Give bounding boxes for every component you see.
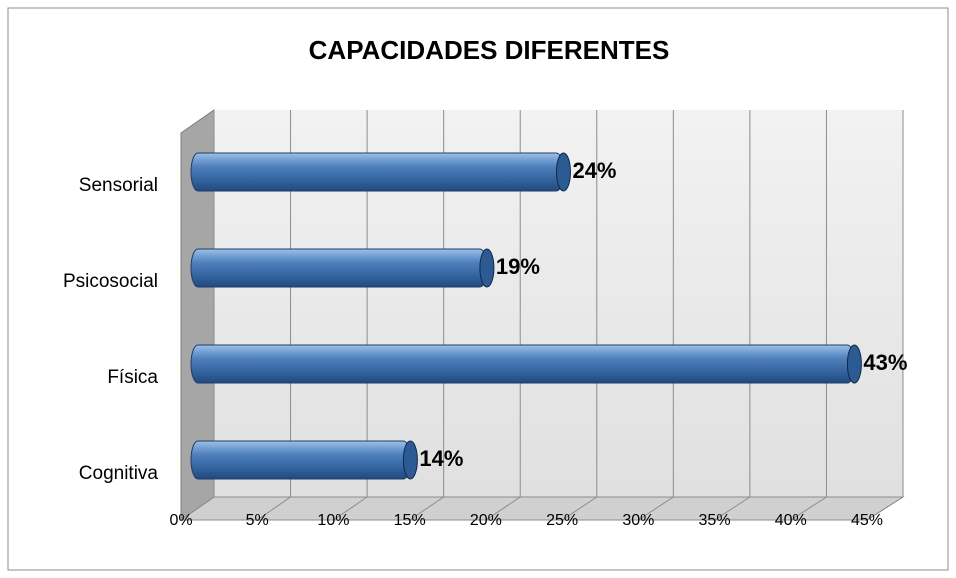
floor-grid-line <box>714 496 751 521</box>
y-tick-label: Física <box>107 367 158 388</box>
y-tick-label: Cognitiva <box>79 463 159 484</box>
bar <box>190 248 488 288</box>
x-tick-label: 40% <box>775 512 807 529</box>
bar <box>190 152 564 192</box>
floor-grid-line <box>638 496 674 521</box>
chart-title: CAPACIDADES DIFERENTES <box>309 35 670 65</box>
data-label: 14% <box>419 446 463 471</box>
data-label: 43% <box>863 350 907 375</box>
x-tick-label: 0% <box>169 512 192 529</box>
back-wall <box>214 110 903 497</box>
data-label: 24% <box>572 158 616 183</box>
x-tick-label: 25% <box>546 512 578 529</box>
y-tick-label: Sensorial <box>79 175 158 196</box>
x-tick-label: 20% <box>470 512 502 529</box>
bar <box>190 344 855 384</box>
bar <box>190 440 411 480</box>
bar-cap <box>479 248 495 288</box>
bar-cap <box>555 152 571 192</box>
floor-grid-line <box>790 496 827 521</box>
floor-grid-line <box>333 496 368 521</box>
floor-grid-line <box>561 496 598 521</box>
data-label: 19% <box>496 254 540 279</box>
x-tick-label: 30% <box>622 512 654 529</box>
x-tick-label: 35% <box>699 512 731 529</box>
y-tick-label: Psicosocial <box>63 271 158 292</box>
x-tick-label: 45% <box>851 512 883 529</box>
bar-cap <box>846 344 862 384</box>
floor-grid-line <box>866 496 904 521</box>
x-tick-label: 5% <box>246 512 269 529</box>
x-tick-label: 10% <box>317 512 349 529</box>
floor-grid-line <box>485 496 521 521</box>
floor-grid-line <box>256 496 291 521</box>
x-tick-label: 15% <box>394 512 426 529</box>
floor-grid-line <box>409 496 444 521</box>
bar-cap <box>402 440 418 480</box>
floor-grid-line <box>180 496 215 521</box>
